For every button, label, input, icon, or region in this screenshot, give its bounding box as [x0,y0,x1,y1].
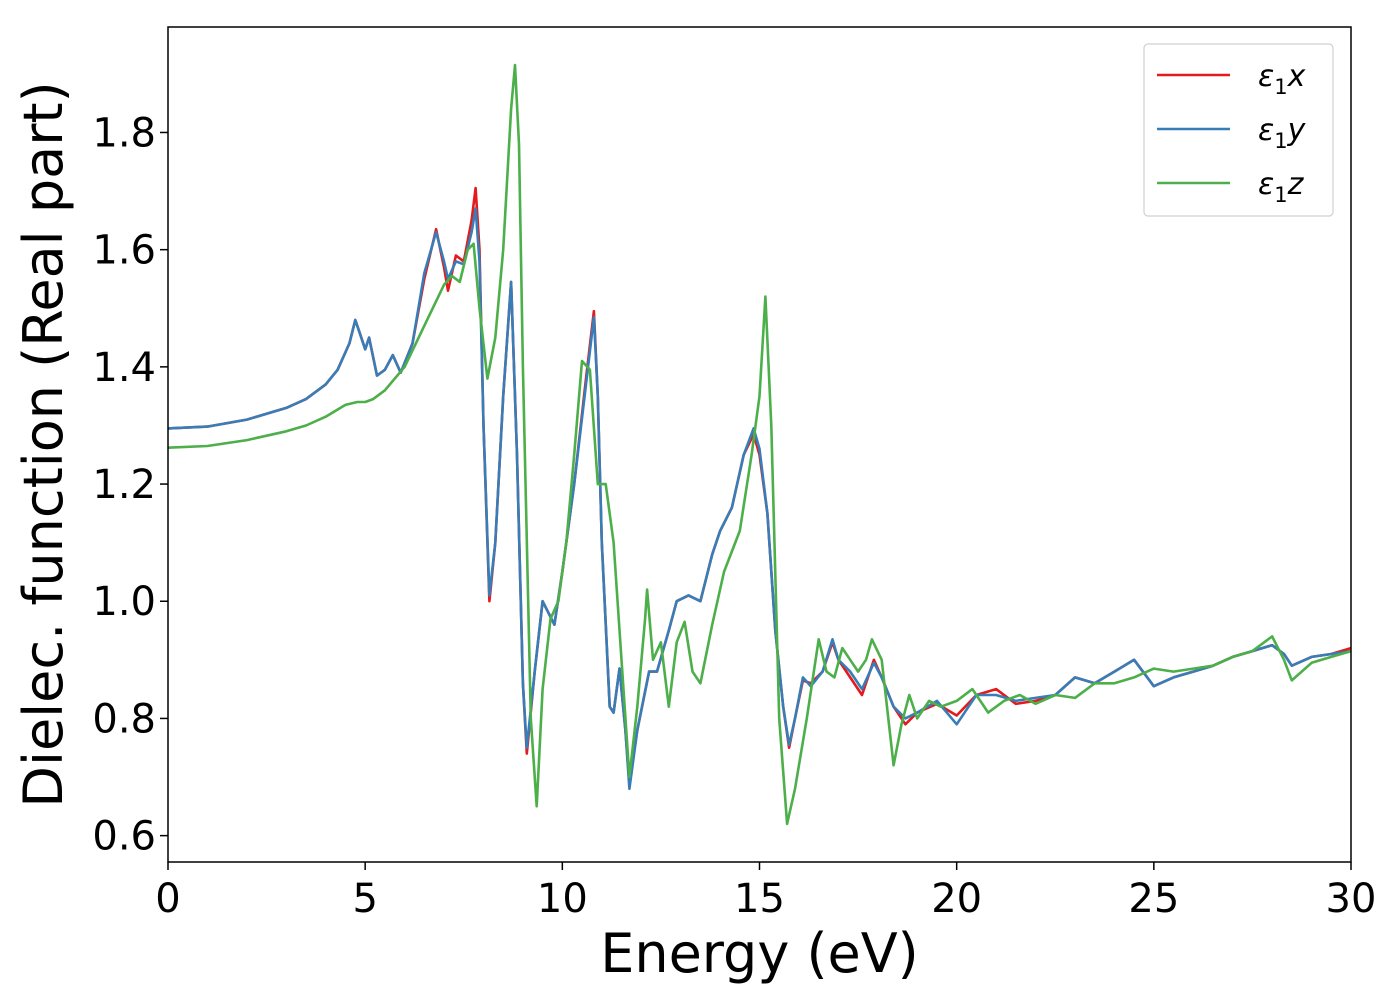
x-tick-label: 5 [352,876,377,922]
legend-box [1143,43,1334,217]
x-tick-label: 10 [537,876,588,922]
y-tick-label: 1.6 [92,228,156,274]
y-tick-label: 1.0 [92,579,156,625]
y-tick-label: 1.4 [92,345,156,391]
x-tick-label: 20 [931,876,982,922]
series-line-y [168,207,1351,791]
x-tick-label: 30 [1326,876,1377,922]
x-axis-title: Energy (eV) [600,922,919,985]
legend-label-y: ε1y [1258,113,1307,153]
series-line-x [168,186,1351,785]
legend-label-z: ε1z [1258,167,1305,207]
series-line-z [168,63,1351,826]
y-tick-label: 1.2 [92,462,156,508]
x-axis: 0 5 10 15 20 25 30 [155,862,1376,922]
y-tick-label: 0.8 [92,696,156,742]
series-layer [168,63,1351,826]
y-axis-title: Dielec. function (Real part) [12,81,75,807]
legend: ε1x ε1y ε1z [1143,43,1334,217]
x-tick-label: 0 [155,876,180,922]
x-tick-label: 25 [1128,876,1179,922]
y-tick-label: 1.8 [92,110,156,156]
x-tick-label: 15 [734,876,785,922]
legend-label-x: ε1x [1258,59,1306,99]
y-tick-label: 0.6 [92,814,156,860]
y-axis: 0.6 0.8 1.0 1.2 1.4 1.6 1.8 [92,110,168,860]
